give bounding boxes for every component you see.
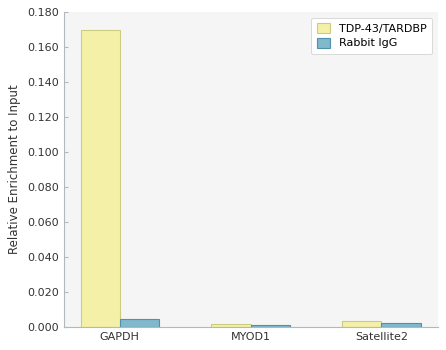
Y-axis label: Relative Enrichment to Input: Relative Enrichment to Input xyxy=(8,85,21,254)
Bar xyxy=(211,324,251,327)
Bar xyxy=(120,320,159,327)
Legend: TDP-43/TARDBP, Rabbit IgG: TDP-43/TARDBP, Rabbit IgG xyxy=(311,18,432,54)
Bar xyxy=(342,321,381,327)
Bar xyxy=(251,324,290,327)
Bar xyxy=(81,30,120,327)
Bar xyxy=(381,323,421,327)
